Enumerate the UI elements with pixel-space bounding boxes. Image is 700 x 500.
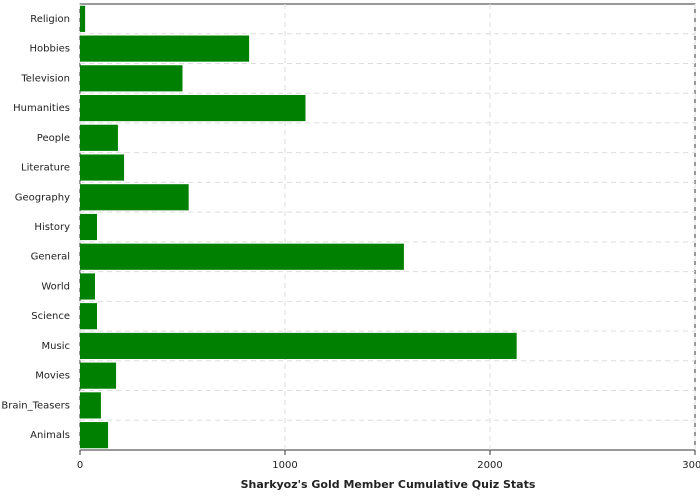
y-tick-label: Literature xyxy=(21,163,70,174)
bar xyxy=(80,94,306,122)
bar xyxy=(80,243,404,270)
y-tick-label: People xyxy=(37,133,70,144)
x-axis-title: Sharkyoz's Gold Member Cumulative Quiz S… xyxy=(241,478,536,491)
bar xyxy=(80,273,95,300)
bar xyxy=(80,213,98,241)
y-tick-label: World xyxy=(41,281,70,292)
x-tick-label: 2000 xyxy=(477,460,502,471)
bar xyxy=(80,65,183,92)
y-tick-label: General xyxy=(31,252,70,263)
bar xyxy=(80,362,117,389)
bar xyxy=(80,422,109,449)
y-tick-label: Hobbies xyxy=(30,44,70,55)
bar xyxy=(80,35,250,62)
y-tick-label: Humanities xyxy=(13,103,70,114)
bar xyxy=(80,184,189,211)
y-tick-label: History xyxy=(34,222,70,233)
y-tick-label: Movies xyxy=(35,371,70,382)
bar xyxy=(80,392,101,419)
y-tick-label: Animals xyxy=(30,430,70,441)
bar xyxy=(80,124,118,151)
bar xyxy=(80,5,86,32)
y-tick-label: Geography xyxy=(15,192,70,203)
x-tick-label: 3000 xyxy=(682,460,700,471)
y-tick-label: Brain_Teasers xyxy=(1,400,70,411)
y-tick-label: Television xyxy=(20,73,70,84)
y-tick-label: Music xyxy=(42,341,70,352)
y-tick-label: Science xyxy=(31,311,70,322)
bar xyxy=(80,154,125,181)
y-tick-label: Religion xyxy=(30,14,70,25)
x-tick-label: 0 xyxy=(77,460,83,471)
bar xyxy=(80,303,98,330)
bar xyxy=(80,332,517,360)
x-tick-label: 1000 xyxy=(272,460,297,471)
